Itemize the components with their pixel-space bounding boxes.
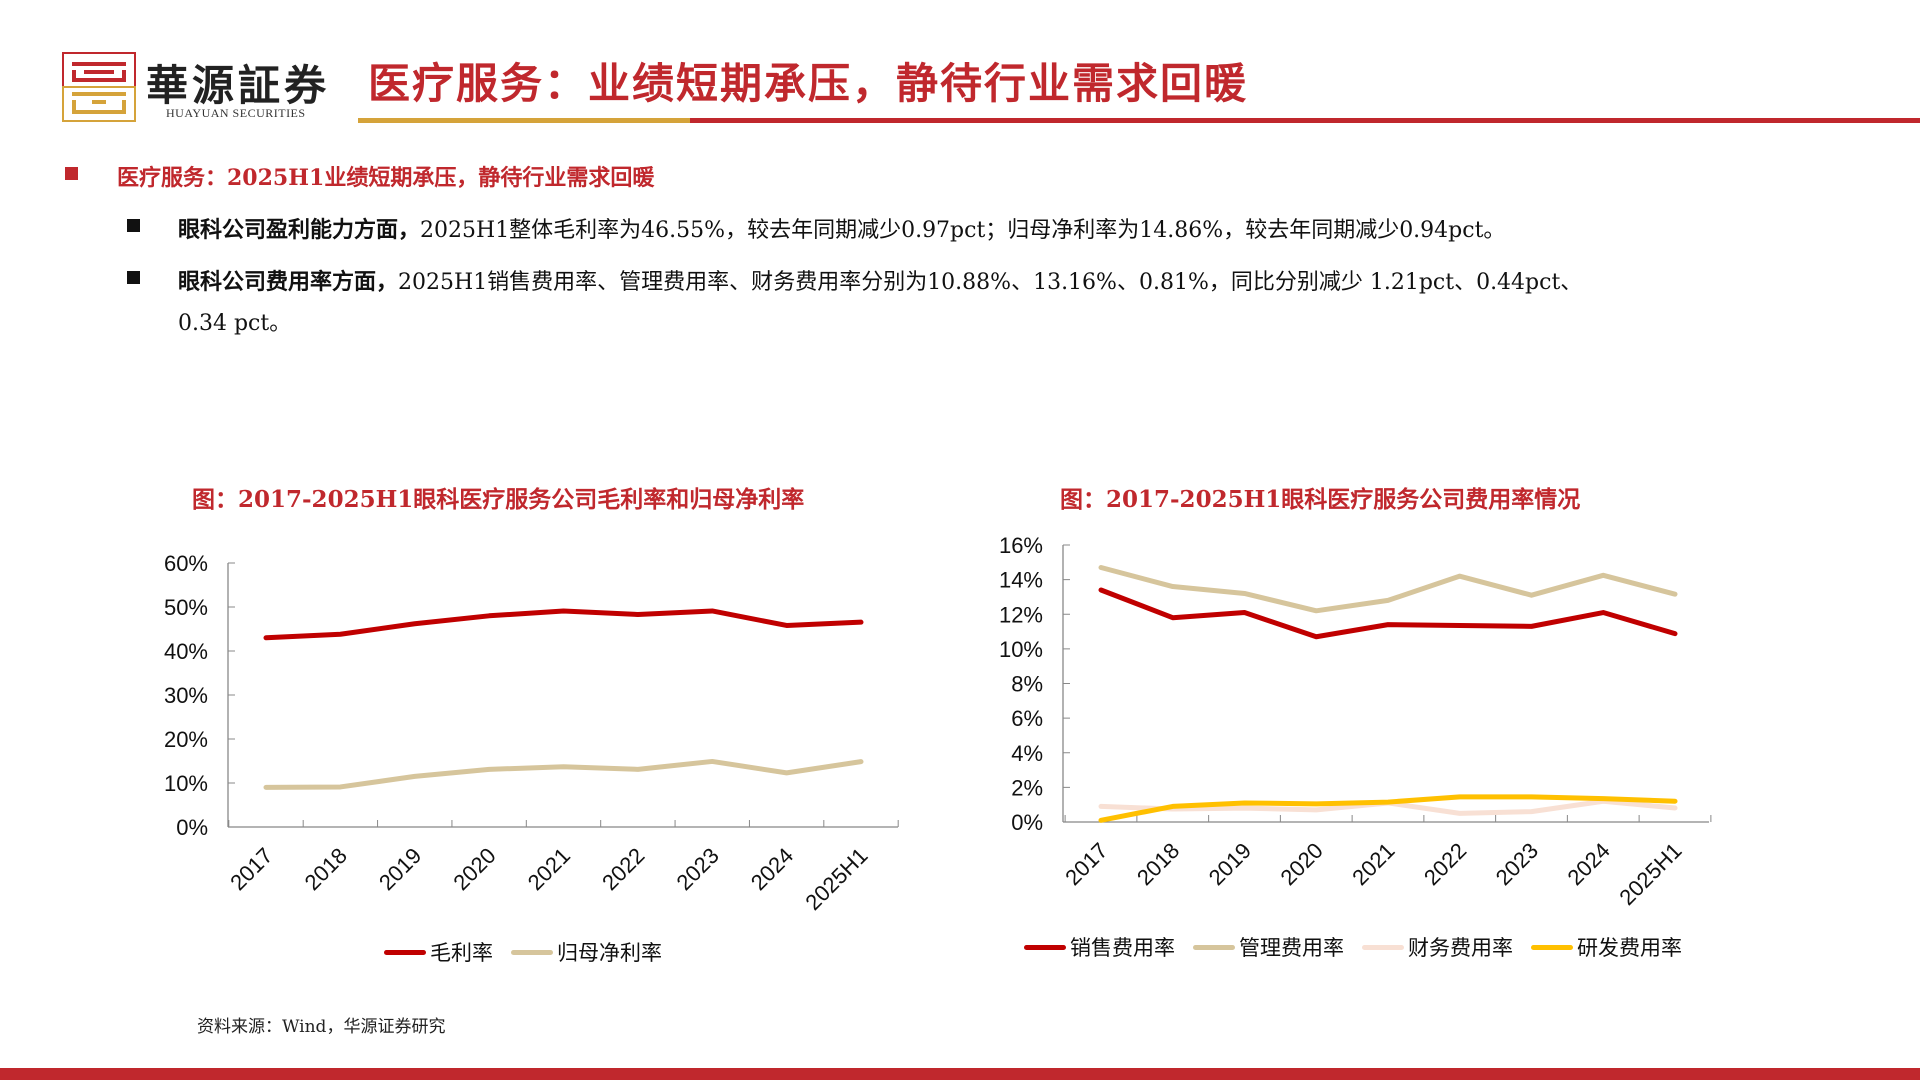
y-tick-label: 14% [999, 568, 1043, 593]
bullet-icon [127, 219, 140, 232]
series-line-销售费用率 [1098, 587, 1678, 640]
legend-swatch [1531, 944, 1573, 950]
y-tick-label: 8% [1011, 672, 1043, 697]
legend-item: 研发费用率 [1531, 932, 1682, 962]
chart-1-title: 图：2017-2025H1眼科医疗服务公司毛利率和归母净利率 [192, 486, 805, 513]
legend-item: 销售费用率 [1024, 932, 1175, 962]
legend-swatch [511, 949, 553, 955]
y-tick-label: 0% [1011, 810, 1043, 835]
series-line-管理费用率 [1098, 565, 1678, 614]
title-divider-gold [358, 118, 690, 123]
legend-item: 归母净利率 [511, 937, 662, 967]
chart-2-legend: 销售费用率 管理费用率 财务费用率 研发费用率 [1024, 932, 1682, 962]
y-tick-label: 50% [164, 595, 208, 620]
source-note: 资料来源：Wind，华源证券研究 [197, 1017, 446, 1037]
x-tick-label: 2024 [1562, 838, 1614, 890]
x-tick-label: 2025H1 [1614, 838, 1686, 910]
bullet-2: 眼科公司费用率方面，2025H1销售费用率、管理费用率、财务费用率分别为10.8… [178, 264, 1582, 296]
legend-item: 毛利率 [384, 937, 493, 967]
heading-bullet-icon [65, 167, 78, 180]
y-tick-label: 30% [164, 683, 208, 708]
bullet-1: 眼科公司盈利能力方面，2025H1整体毛利率为46.55%，较去年同期减少0.9… [178, 212, 1505, 244]
x-tick-label: 2022 [1419, 838, 1471, 890]
bullet-2-bold: 眼科公司费用率方面， [178, 269, 399, 295]
x-tick-label: 2019 [1204, 838, 1256, 890]
legend-label: 销售费用率 [1070, 936, 1175, 960]
y-tick-label: 40% [164, 639, 208, 664]
section-heading: 医疗服务：2025H1业绩短期承压，静待行业需求回暖 [117, 165, 655, 191]
legend-label: 研发费用率 [1577, 936, 1682, 960]
y-tick-label: 6% [1011, 706, 1043, 731]
legend-item: 管理费用率 [1193, 932, 1344, 962]
y-tick-label: 20% [164, 727, 208, 752]
y-tick-label: 12% [999, 602, 1043, 627]
x-tick-label: 2018 [1132, 838, 1184, 890]
legend-label: 管理费用率 [1239, 936, 1344, 960]
legend-swatch [384, 949, 426, 955]
y-tick-label: 0% [176, 815, 208, 840]
legend-label: 毛利率 [430, 941, 493, 965]
y-tick-label: 60% [164, 551, 208, 576]
x-tick-label: 2017 [1060, 838, 1112, 890]
bullet-2-text: 2025H1销售费用率、管理费用率、财务费用率分别为10.88%、13.16%、… [398, 270, 1583, 295]
legend-swatch [1362, 944, 1404, 950]
legend-label: 归母净利率 [557, 941, 662, 965]
title-divider-red [690, 118, 1920, 123]
bullet-icon [127, 271, 140, 284]
y-tick-label: 10% [999, 637, 1043, 662]
brand-name: 華源証券 [146, 61, 331, 110]
chart-1-legend: 毛利率 归母净利率 [384, 937, 662, 967]
x-tick-label: 2023 [1491, 838, 1543, 890]
legend-item: 财务费用率 [1362, 932, 1513, 962]
legend-label: 财务费用率 [1408, 936, 1513, 960]
legend-swatch [1193, 944, 1235, 950]
legend-swatch [1024, 944, 1066, 950]
huayuan-logo [62, 52, 136, 122]
y-tick-label: 10% [164, 771, 208, 796]
footer-bar [0, 1068, 1920, 1080]
page-title: 医疗服务：业绩短期承压，静待行业需求回暖 [368, 59, 1249, 108]
brand-english: HUAYUAN SECURITIES [166, 106, 306, 120]
bullet-1-text: 2025H1整体毛利率为46.55%，较去年同期减少0.97pct；归母净利率为… [420, 218, 1506, 243]
bullet-2-continued: 0.34 pct。 [178, 311, 292, 336]
y-tick-label: 2% [1011, 775, 1043, 800]
y-tick-label: 4% [1011, 741, 1043, 766]
x-tick-label: 2020 [1275, 838, 1327, 890]
bullet-1-bold: 眼科公司盈利能力方面， [178, 217, 421, 243]
x-tick-label: 2021 [1347, 838, 1399, 890]
chart-2-title: 图：2017-2025H1眼科医疗服务公司费用率情况 [1060, 486, 1581, 513]
y-tick-label: 16% [999, 533, 1043, 558]
